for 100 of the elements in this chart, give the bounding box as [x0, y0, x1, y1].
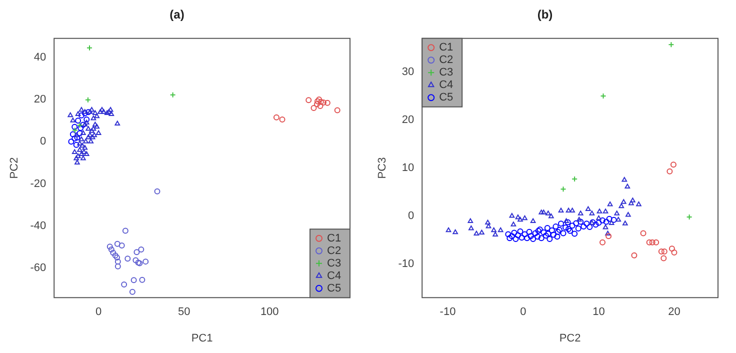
point — [84, 120, 90, 124]
point — [106, 109, 112, 114]
point — [596, 208, 602, 214]
legend-label: C1 — [439, 42, 454, 54]
point — [578, 218, 584, 225]
point — [110, 250, 116, 256]
point — [558, 208, 564, 212]
y-tick-label: -20 — [30, 178, 46, 190]
point — [576, 216, 582, 222]
point — [544, 225, 550, 231]
point — [558, 220, 564, 227]
point — [106, 244, 113, 250]
point — [572, 230, 578, 237]
point — [610, 216, 617, 223]
point — [511, 230, 518, 236]
point — [90, 134, 96, 140]
point — [468, 218, 474, 224]
legend-label: C2 — [327, 244, 342, 257]
chart-title: (b) — [537, 8, 553, 22]
point — [138, 246, 144, 253]
point — [68, 112, 74, 118]
y-tick-label: 40 — [34, 51, 46, 64]
point — [122, 228, 128, 234]
point — [522, 231, 528, 238]
point — [86, 126, 91, 131]
x-tick-label: 100 — [260, 306, 279, 318]
point — [486, 224, 492, 228]
point — [114, 254, 120, 261]
point — [74, 156, 79, 160]
point — [570, 208, 575, 212]
point — [578, 210, 584, 216]
point — [279, 116, 286, 123]
y-tick-label: 20 — [34, 94, 46, 106]
point — [72, 149, 78, 154]
point — [78, 107, 84, 112]
point — [80, 156, 86, 160]
point — [108, 111, 114, 116]
point — [552, 224, 559, 230]
point — [671, 249, 678, 256]
point — [121, 282, 128, 288]
point — [129, 288, 136, 295]
point — [78, 151, 84, 156]
point — [317, 103, 324, 110]
legend-label: C4 — [327, 270, 342, 282]
point — [68, 138, 74, 145]
point — [72, 136, 78, 142]
point — [101, 109, 106, 114]
point — [506, 235, 513, 242]
point — [334, 107, 340, 114]
point — [602, 224, 608, 230]
point — [170, 92, 176, 98]
point — [606, 233, 612, 240]
point — [508, 233, 515, 240]
point — [90, 115, 96, 120]
point — [92, 122, 98, 127]
point — [452, 229, 458, 234]
point — [586, 206, 591, 212]
point — [75, 111, 81, 116]
point — [646, 239, 652, 246]
point — [108, 107, 114, 112]
point — [660, 255, 667, 262]
point — [545, 230, 552, 237]
point — [573, 220, 580, 226]
point — [70, 118, 76, 122]
point — [479, 230, 484, 235]
point — [76, 130, 83, 136]
point — [562, 224, 569, 231]
point — [82, 109, 88, 114]
point — [80, 142, 85, 148]
point — [556, 226, 562, 233]
point — [600, 93, 606, 99]
point — [99, 107, 105, 112]
point — [658, 248, 664, 255]
point — [509, 213, 515, 218]
point — [72, 124, 78, 130]
point — [154, 188, 160, 194]
point — [661, 248, 668, 255]
point — [560, 230, 566, 236]
point — [74, 160, 80, 164]
point — [592, 222, 599, 228]
point — [80, 130, 86, 135]
point — [74, 134, 80, 140]
y-tick-label: 20 — [402, 114, 414, 126]
point — [132, 257, 139, 264]
point — [94, 124, 100, 129]
x-tick-label: 10 — [592, 306, 605, 318]
y-axis-title: PC3 — [376, 157, 389, 179]
point — [139, 276, 146, 283]
point — [446, 227, 452, 232]
point — [118, 242, 125, 249]
point — [566, 226, 572, 232]
point — [530, 236, 536, 242]
point — [540, 229, 547, 236]
point — [542, 232, 549, 239]
point — [670, 162, 676, 168]
point — [84, 116, 90, 123]
point — [84, 96, 91, 103]
point — [532, 230, 538, 236]
point — [548, 227, 555, 234]
y-tick-label: 30 — [402, 66, 414, 78]
